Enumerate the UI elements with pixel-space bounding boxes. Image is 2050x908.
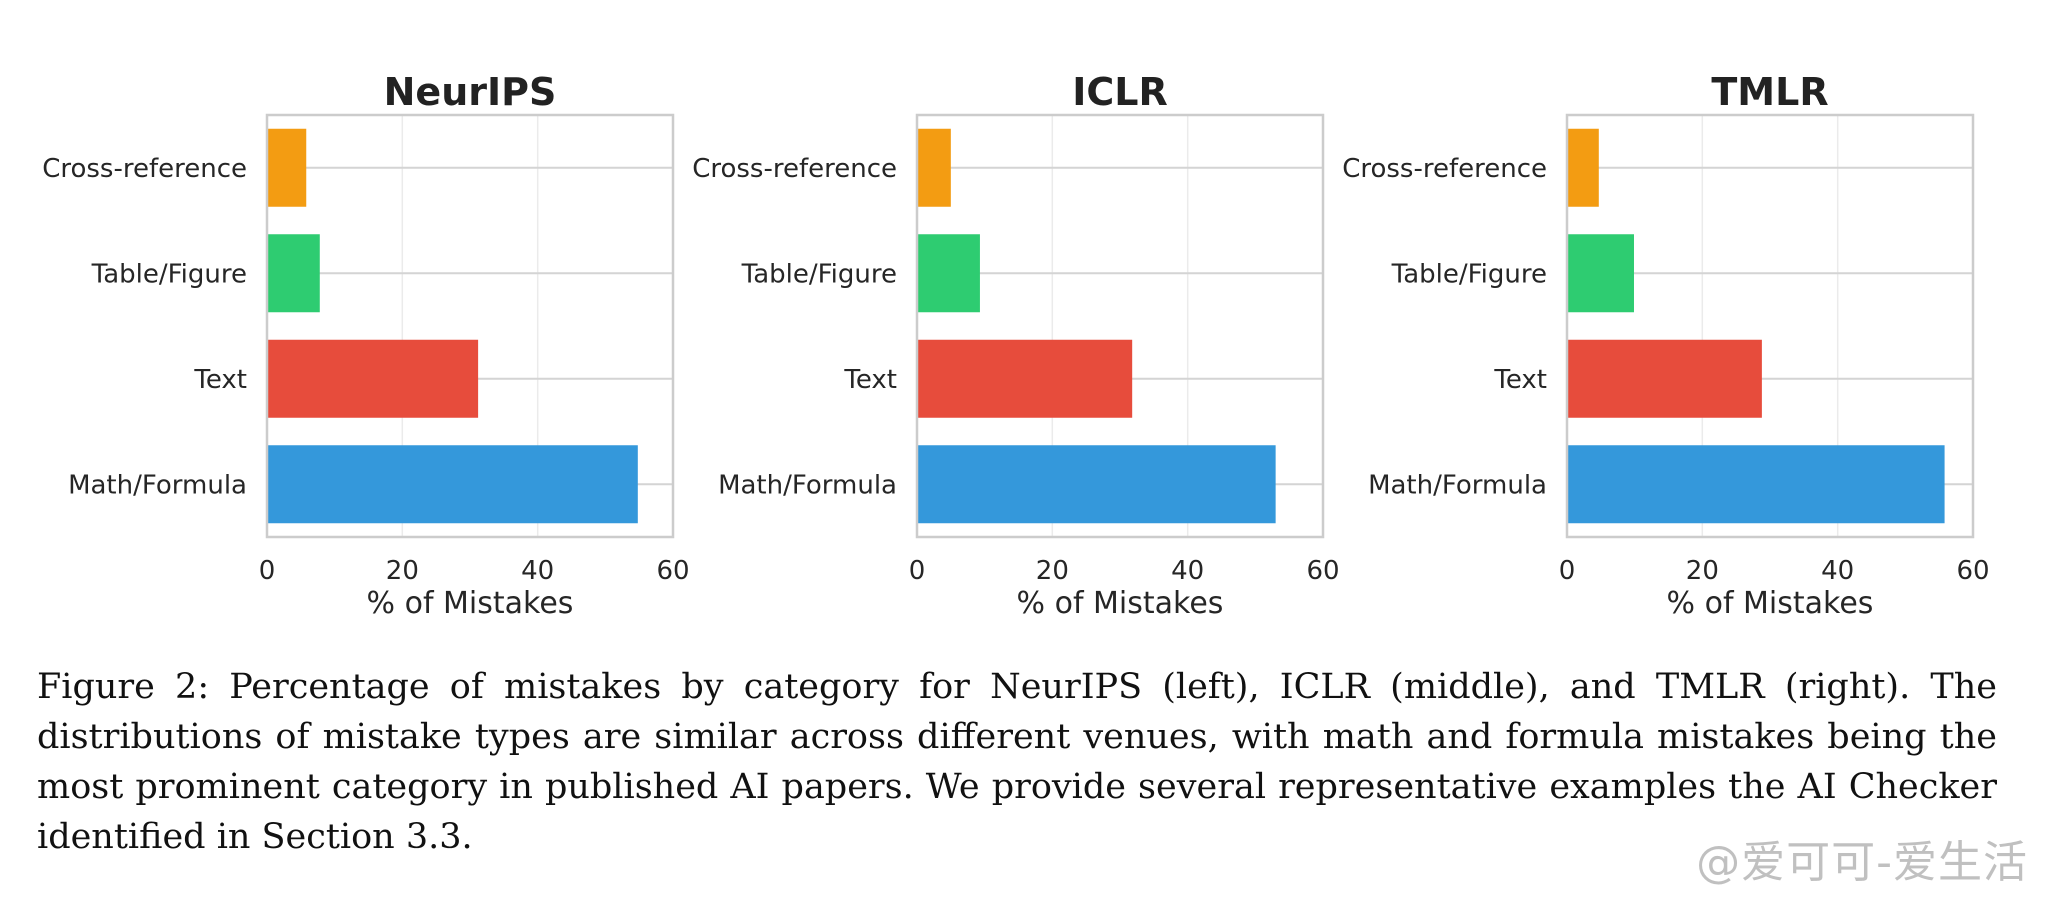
panel-title: TMLR [1711, 70, 1828, 114]
y-tick-label: Text [1493, 365, 1547, 395]
y-tick-label: Cross-reference [692, 154, 897, 184]
y-tick-label: Table/Figure [741, 259, 897, 289]
y-tick-label: Math/Formula [718, 470, 897, 500]
panel-title: NeurIPS [384, 70, 557, 114]
y-tick-label: Math/Formula [68, 470, 247, 500]
bar-math-formula [267, 445, 638, 524]
bar-math-formula [917, 445, 1276, 524]
bar-math-formula [1567, 445, 1945, 524]
bar-text [917, 339, 1133, 418]
x-tick-label: 40 [1821, 556, 1854, 586]
y-tick-label: Text [843, 365, 897, 395]
x-tick-label: 20 [1036, 556, 1069, 586]
x-tick-label: 0 [1559, 556, 1576, 586]
x-tick-label: 20 [386, 556, 419, 586]
plot-frame [915, 113, 1325, 539]
bar-text [1567, 339, 1762, 418]
bar-cross-reference [267, 128, 307, 207]
y-tick-label: Math/Formula [1368, 470, 1547, 500]
y-tick-label: Cross-reference [42, 154, 247, 184]
bar-table-figure [267, 234, 320, 313]
x-tick-label: 20 [1686, 556, 1719, 586]
bar-cross-reference [1567, 128, 1599, 207]
x-axis-label: % of Mistakes [1667, 586, 1874, 621]
bar-cross-reference [917, 128, 951, 207]
y-tick-label: Text [193, 365, 247, 395]
plot-frame [1565, 113, 1975, 539]
bar-table-figure [917, 234, 980, 313]
x-tick-label: 40 [521, 556, 554, 586]
figure-caption: Figure 2: Percentage of mistakes by cate… [37, 667, 1997, 857]
x-axis-label: % of Mistakes [1017, 586, 1224, 621]
x-axis-label: % of Mistakes [367, 586, 574, 621]
bar-text [267, 339, 479, 418]
plot-frame [265, 113, 675, 539]
x-tick-label: 60 [1306, 556, 1339, 586]
chart-panel-iclr: ICLR Cross-reference Table/Figure Text Math/… [692, 70, 1339, 621]
x-tick-label: 0 [909, 556, 926, 586]
y-tick-label: Table/Figure [91, 259, 247, 289]
x-tick-label: 0 [259, 556, 276, 586]
bar-table-figure [1567, 234, 1634, 313]
x-tick-label: 60 [1956, 556, 1989, 586]
y-tick-label: Cross-reference [1342, 154, 1547, 184]
x-tick-label: 40 [1171, 556, 1204, 586]
chart-panel-neurips: NeurIPS Cross-reference Table/Figure Text Ma… [42, 70, 689, 621]
figure: NeurIPS Cross-reference Table/Figure Text Ma… [42, 70, 1989, 621]
chart-panel-tmlr: TMLR Cross-reference Table/Figure Text Math/… [1342, 70, 1989, 621]
y-tick-label: Table/Figure [1391, 259, 1547, 289]
panel-title: ICLR [1072, 70, 1168, 114]
watermark: @爱可可-爱生活 [1696, 837, 2028, 888]
x-tick-label: 60 [656, 556, 689, 586]
